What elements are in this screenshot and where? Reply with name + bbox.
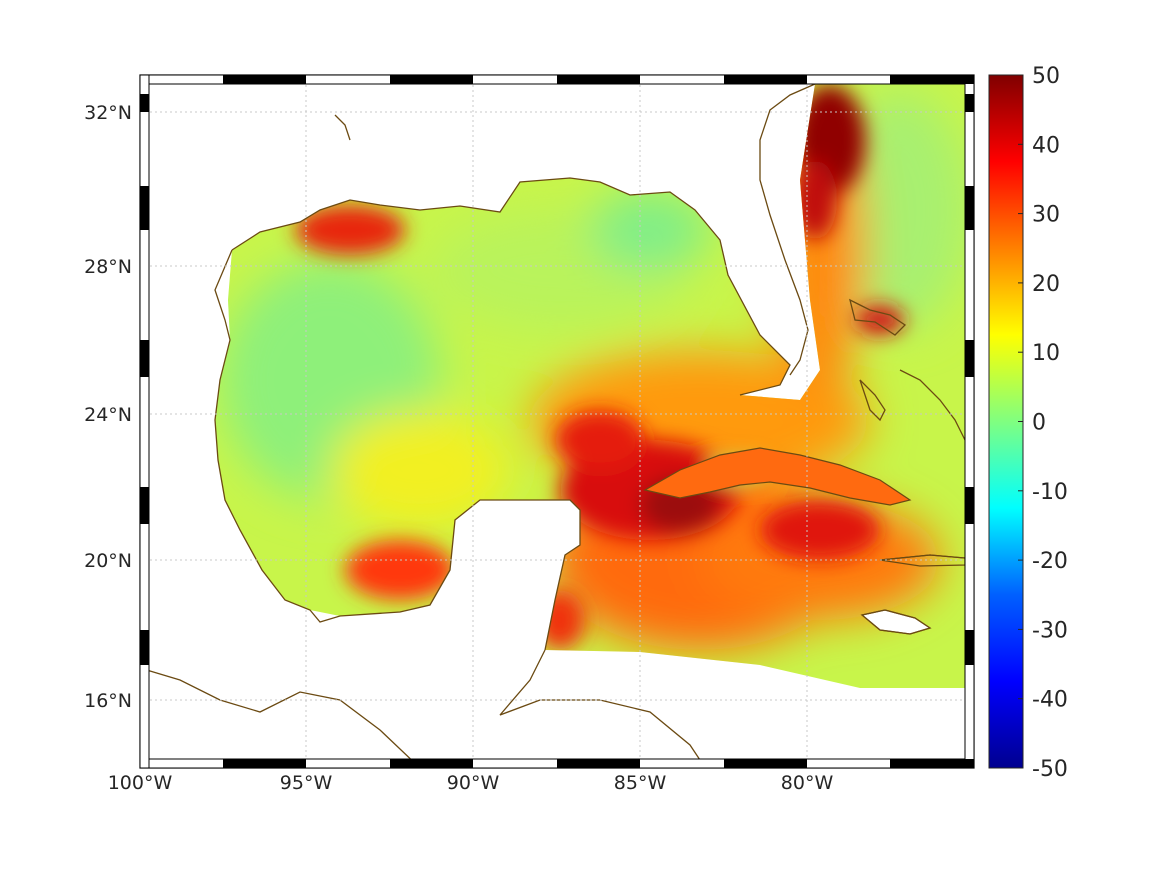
colorbar-tick-label: -40	[1032, 688, 1068, 713]
graticule	[140, 75, 974, 768]
colorbar-gradient	[988, 74, 1024, 769]
colorbar-ticks: 50 40 30 20 10 0 -10 -20 -30 -40 -50	[1018, 64, 1068, 782]
x-tick-label: 100°W	[108, 772, 173, 794]
y-tick-label: 20°N	[84, 550, 132, 572]
colorbar-tick-label: -20	[1032, 549, 1068, 574]
y-tick-label: 24°N	[84, 404, 132, 426]
x-tick-label: 95°W	[280, 772, 333, 794]
colorbar-tick-label: 30	[1032, 203, 1060, 228]
map-frame	[139, 74, 975, 769]
x-tick-label: 80°W	[781, 772, 834, 794]
y-tick-label: 28°N	[84, 256, 132, 278]
x-axis-labels: 100°W 95°W 90°W 85°W 80°W	[108, 772, 834, 794]
colorbar-tick-label: 50	[1032, 64, 1060, 89]
y-axis-labels: 32°N 28°N 24°N 20°N 16°N	[84, 102, 132, 712]
colorbar-tick-label: 40	[1032, 133, 1060, 158]
colorbar-tick-label: 20	[1032, 272, 1060, 297]
colorbar: 50 40 30 20 10 0 -10 -20 -30 -40 -50	[988, 64, 1068, 782]
colorbar-tick-label: -50	[1032, 757, 1068, 782]
colorbar-tick-label: -10	[1032, 480, 1068, 505]
colorbar-tick-label: 10	[1032, 341, 1060, 366]
colorbar-tick-label: 0	[1032, 411, 1046, 436]
y-tick-label: 32°N	[84, 102, 132, 124]
x-tick-label: 90°W	[447, 772, 500, 794]
colorbar-tick-label: -30	[1032, 618, 1068, 643]
y-tick-label: 16°N	[84, 690, 132, 712]
x-tick-label: 85°W	[614, 772, 667, 794]
